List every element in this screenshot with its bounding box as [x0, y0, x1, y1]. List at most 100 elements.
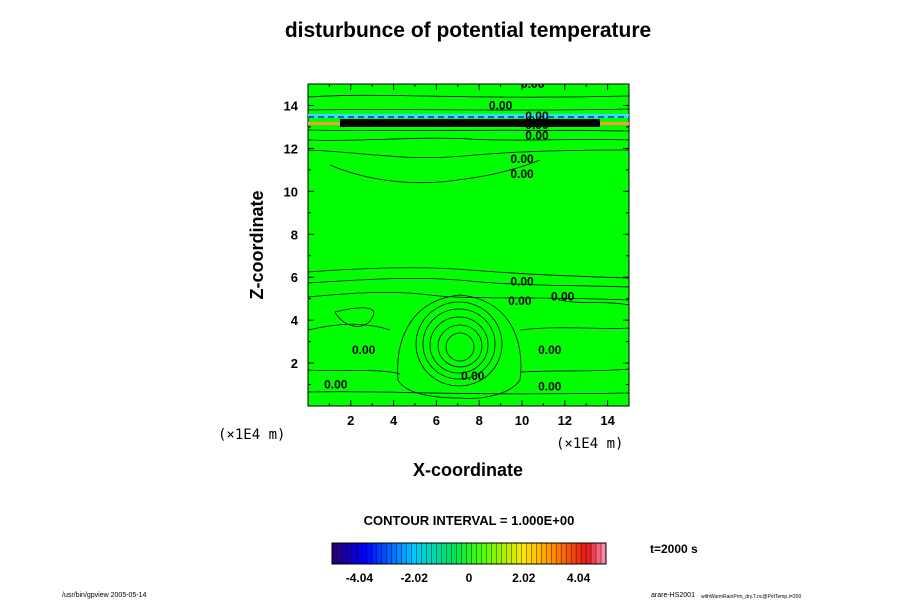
colorbar-band [371, 543, 378, 564]
colorbar-band [421, 543, 427, 564]
x-tick-label: 8 [476, 413, 483, 428]
time-label: t=2000 s [650, 542, 698, 556]
y-tick-labels: 2 4 6 8 10 12 14 [284, 98, 299, 371]
colorbar-band [526, 543, 532, 564]
upper-contour [308, 149, 629, 159]
colorbar-tick-label: -2.02 [401, 571, 429, 585]
colorbar-band [446, 543, 452, 564]
colorbar-band [401, 543, 408, 564]
colorbar-band [581, 543, 587, 564]
colorbar-band [556, 543, 562, 564]
colorbar-band [471, 543, 477, 564]
contour-label: 0.00 [508, 294, 532, 308]
y-tick-label: 10 [284, 184, 298, 199]
bubble-ring [437, 324, 483, 368]
colorbar-band [486, 543, 492, 564]
colorbar-band [456, 543, 462, 564]
contour-label: 0.00 [538, 343, 562, 357]
colorbar-tick-label: 2.02 [512, 571, 536, 585]
colorbar-band [601, 543, 607, 564]
lower-contour [519, 327, 629, 331]
upper-contour [329, 159, 541, 184]
contour-label: 0.00 [461, 369, 485, 383]
y-axis-title: Z-coordinate [247, 190, 267, 299]
y-tick-label: 2 [291, 356, 298, 371]
colorbar-tick-labels: -4.04 -2.02 0 2.02 4.04 [346, 571, 591, 585]
colorbar-band [351, 543, 358, 564]
y-tick-label: 8 [291, 227, 298, 242]
colorbar-band [381, 543, 388, 564]
footer-right-sub: withWarmRainPrm_dry.T.nc@PotTemp,t=200 [701, 594, 801, 600]
contour-label: 0.00 [525, 109, 549, 123]
contour-label: 0.00 [510, 274, 534, 288]
contour-labels: 0.000.000.000.000.000.000.000.000.00 0.00… [324, 77, 575, 394]
colorbar-band [406, 543, 413, 564]
colorbar-band [391, 543, 398, 564]
contour-label: 0.00 [525, 129, 549, 143]
mid-contour [308, 292, 629, 301]
footer-left: /usr/bin/gpview 2005-05-14 [62, 592, 147, 599]
x-tick-label: 4 [390, 413, 398, 428]
colorbar-band [546, 543, 552, 564]
bubble-ring [429, 316, 489, 374]
colorbar-band [491, 543, 497, 564]
contour-label: 0.00 [525, 118, 549, 132]
colorbar-band [576, 543, 582, 564]
x-tick-label: 12 [558, 413, 572, 428]
colorbar-frame [331, 542, 607, 565]
colorbar-band [566, 543, 572, 564]
contour-lines [308, 94, 629, 399]
bubble-outer [397, 294, 522, 399]
upper-contour [308, 94, 629, 98]
contour-label: 0.00 [551, 290, 575, 304]
contour-label: 0.00 [510, 152, 534, 166]
colorbar-band [366, 543, 373, 564]
contour-label: 0.00 [489, 98, 513, 112]
colorbar-band [411, 543, 417, 564]
mid-contour [308, 277, 629, 288]
colorbar-band [541, 543, 547, 564]
contour-label: 0.00 [538, 380, 562, 394]
colorbar-band [356, 543, 363, 564]
colorbar-band [441, 543, 447, 564]
bubble-ring [422, 308, 496, 380]
lower-contour [308, 391, 629, 395]
x-axis-title: X-coordinate [413, 460, 523, 480]
x-tick-labels: 2 4 6 8 10 12 14 [347, 413, 615, 428]
contour-interval-label: CONTOUR INTERVAL = 1.000E+00 [364, 513, 575, 528]
contour-label: 0.00 [510, 167, 534, 181]
colorbar-band [416, 543, 422, 564]
bubble-ring [415, 301, 503, 387]
z-unit-label: (×1E4 m) [218, 427, 285, 443]
colorbar-band [426, 543, 432, 564]
mid-contour [334, 307, 375, 327]
colorbar-band [461, 543, 467, 564]
colorbar-band [596, 543, 602, 564]
colorbar-band [551, 543, 557, 564]
footer-right-main: arare-HS2001 [651, 592, 695, 599]
colorbar-tick-label: -4.04 [346, 571, 374, 585]
bubble-ring [445, 332, 475, 362]
axis-ticks [308, 84, 629, 406]
x-unit-label: (×1E4 m) [556, 436, 623, 452]
colorbar-tick-label: 0 [466, 571, 473, 585]
colorbar-band [501, 543, 507, 564]
y-tick-label: 14 [284, 98, 299, 113]
lower-contour [308, 369, 401, 375]
colorbar-band [561, 543, 567, 564]
colorbar-band [396, 543, 403, 564]
x-tick-label: 2 [347, 413, 354, 428]
upper-band-cyan [308, 114, 629, 118]
contour-label: 0.00 [521, 77, 545, 91]
colorbar-band [476, 543, 482, 564]
colorbar-band [431, 543, 437, 564]
colorbar-band [516, 543, 522, 564]
plot-area [307, 83, 630, 407]
colorbar-band [346, 543, 353, 564]
colorbar-band [496, 543, 502, 564]
y-tick-label: 4 [291, 313, 299, 328]
upper-contour [308, 137, 629, 141]
x-tick-label: 10 [515, 413, 529, 428]
